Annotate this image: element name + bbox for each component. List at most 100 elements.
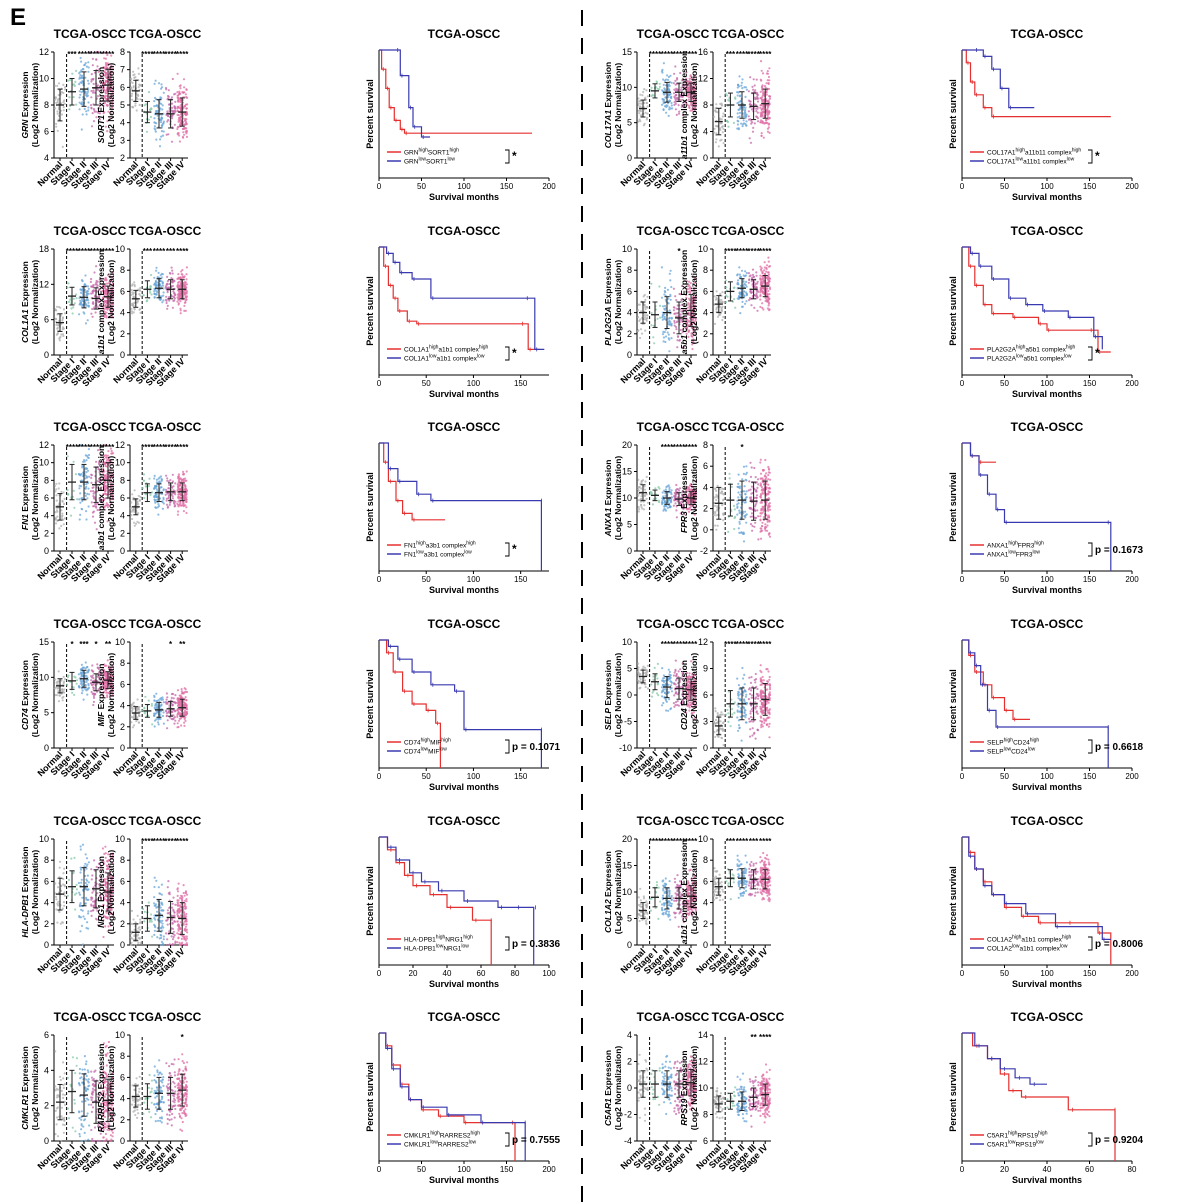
- data-point: [102, 86, 105, 89]
- y-tick-label: 8: [120, 475, 125, 485]
- data-point: [737, 491, 740, 494]
- data-point: [755, 496, 758, 499]
- data-point: [742, 472, 746, 475]
- data-point: [761, 491, 764, 494]
- data-point: [85, 95, 88, 98]
- data-point: [749, 141, 753, 144]
- data-point: [667, 114, 670, 117]
- y-axis-label: FPR3 Expression(Log2 Normalization): [679, 456, 699, 541]
- panel-label: E: [10, 4, 27, 31]
- data-point: [54, 505, 57, 508]
- data-point: [676, 77, 679, 80]
- data-point: [751, 85, 754, 88]
- data-point: [644, 329, 647, 332]
- data-point: [161, 284, 165, 287]
- data-point: [130, 94, 133, 98]
- data-point: [650, 94, 653, 98]
- data-point: [183, 492, 186, 495]
- data-point: [752, 78, 755, 81]
- data-point: [107, 110, 110, 113]
- data-point: [184, 499, 187, 502]
- data-point: [166, 275, 169, 278]
- data-point: [715, 306, 718, 310]
- data-point: [733, 298, 736, 301]
- data-point: [66, 455, 69, 458]
- significance-label: ****: [90, 50, 103, 59]
- data-point: [767, 483, 770, 486]
- data-point: [87, 50, 90, 54]
- data-point: [751, 276, 754, 279]
- x-tick-label: 50: [422, 379, 431, 388]
- data-point: [54, 98, 57, 101]
- data-point: [129, 86, 133, 89]
- data-point: [139, 286, 142, 290]
- data-point: [745, 521, 748, 524]
- y-tick-label: 6: [627, 286, 632, 296]
- data-point: [102, 99, 105, 102]
- data-point: [755, 490, 758, 493]
- y-tick-label: 6: [120, 493, 125, 503]
- data-point: [767, 281, 770, 284]
- data-point: [156, 114, 159, 117]
- data-point: [756, 100, 760, 103]
- y-tick-label: 6: [44, 127, 49, 137]
- data-point: [754, 509, 757, 512]
- data-point: [61, 689, 64, 692]
- data-point: [171, 272, 174, 275]
- x-tick-label: 200: [1125, 575, 1139, 584]
- data-point: [88, 475, 91, 478]
- data-point: [147, 485, 150, 488]
- data-point: [54, 522, 58, 525]
- data-point: [72, 96, 75, 99]
- x-tick-label: 100: [1040, 182, 1054, 191]
- data-point: [160, 116, 163, 119]
- data-point: [759, 472, 763, 475]
- data-point: [55, 318, 58, 321]
- data-point: [767, 273, 770, 276]
- data-point: [85, 65, 88, 68]
- data-point: [759, 519, 762, 522]
- data-point: [661, 333, 665, 336]
- data-point: [768, 67, 771, 70]
- data-point: [87, 101, 90, 104]
- data-point: [92, 492, 95, 495]
- data-point: [78, 90, 81, 93]
- data-point: [759, 298, 762, 301]
- data-point: [650, 86, 653, 89]
- x-tick-label: 200: [1125, 379, 1139, 388]
- y-axis-label: ANXA1 Expression(Log2 Normalization): [603, 456, 623, 541]
- data-point: [760, 501, 764, 504]
- stat-label: *: [512, 542, 517, 556]
- legend-bracket: [1088, 542, 1093, 557]
- data-point: [668, 309, 671, 312]
- data-point: [56, 100, 59, 104]
- chart-title: TCGA-OSCC: [637, 420, 710, 434]
- data-point: [720, 102, 723, 105]
- data-point: [167, 89, 170, 92]
- data-point: [714, 124, 718, 128]
- data-point: [748, 480, 751, 483]
- data-point: [93, 91, 96, 94]
- data-point: [173, 291, 176, 295]
- data-point: [91, 515, 95, 518]
- data-point: [666, 288, 670, 291]
- data-point: [185, 479, 188, 482]
- data-point: [79, 501, 82, 504]
- data-point: [80, 91, 83, 94]
- data-point: [668, 108, 671, 111]
- data-point: [756, 282, 759, 285]
- data-point: [722, 315, 725, 319]
- data-point: [174, 482, 177, 485]
- data-point: [645, 475, 648, 478]
- data-point: [62, 491, 65, 494]
- data-point: [155, 111, 158, 114]
- data-point: [641, 479, 645, 482]
- y-tick-label: 2: [703, 504, 708, 514]
- data-point: [645, 319, 648, 322]
- data-point: [747, 272, 751, 275]
- data-point: [154, 506, 157, 509]
- data-point: [664, 494, 667, 497]
- data-point: [668, 323, 671, 326]
- data-point: [753, 525, 756, 528]
- data-point: [732, 121, 736, 124]
